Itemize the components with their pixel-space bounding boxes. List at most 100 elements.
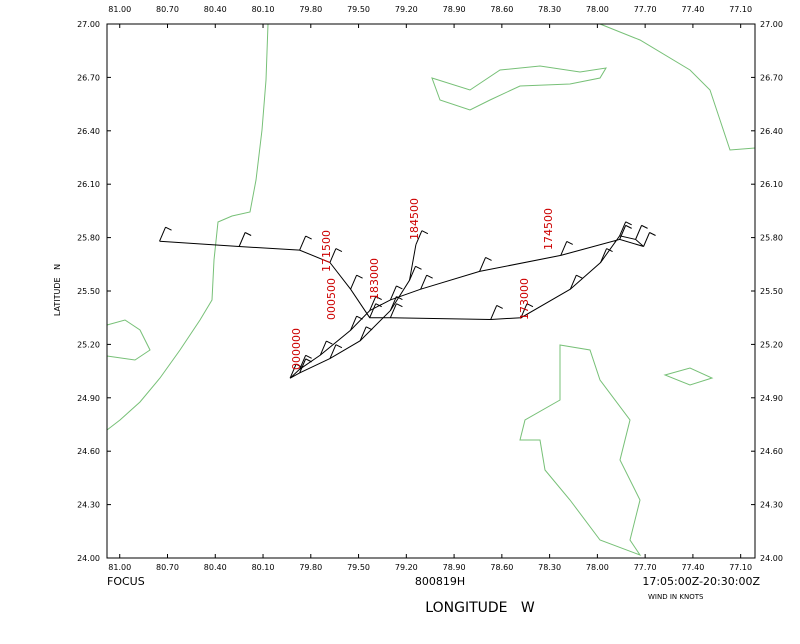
x-tick-label: 79.20 [395, 563, 418, 572]
y-tick-label-right: 27.00 [760, 20, 783, 29]
y-tick-label-right: 25.50 [760, 287, 783, 296]
wind-barb [299, 235, 307, 251]
wind-barb-flag [396, 285, 403, 290]
wind-barb [350, 275, 358, 290]
abaco [599, 23, 756, 151]
x-tick-label: 79.80 [299, 563, 322, 572]
wind-barb [409, 266, 416, 281]
small-island [663, 367, 714, 386]
wind-barb-flag [335, 344, 343, 349]
wind-barb [569, 275, 577, 290]
wind-barb-flag [396, 296, 403, 301]
grand-bahama [431, 65, 607, 111]
x-tick-label-top: 78.60 [490, 5, 513, 14]
wind-barb-flag [305, 358, 312, 363]
wind-barb [369, 296, 377, 311]
wind-barb-flag [426, 274, 433, 279]
y-tick-label: 25.50 [77, 287, 100, 296]
wind-barb-flag [576, 274, 583, 279]
wind-barb [619, 221, 627, 237]
y-tick-label-right: 25.20 [760, 340, 783, 349]
header-left: FOCUS [107, 575, 145, 588]
time-label: 174500 [542, 208, 555, 250]
x-tick-label: 78.30 [538, 563, 561, 572]
wind-barb [350, 315, 358, 331]
x-tick-label-top: 78.00 [586, 5, 609, 14]
coastlines [106, 23, 756, 557]
x-tick-label-top: 79.80 [299, 5, 322, 14]
wind-barb-flag [625, 224, 632, 229]
wind-barb-flag [485, 256, 492, 261]
time-label: 184500 [408, 198, 421, 240]
x-tick-label: 78.60 [490, 563, 513, 572]
wind-barb-flag [526, 303, 534, 308]
y-tick-label: 24.90 [77, 394, 100, 403]
wind-barb-flag [415, 265, 422, 270]
y-tick-label-right: 24.60 [760, 447, 783, 456]
wind-barb-flag [365, 326, 373, 331]
x-tick-label-top: 81.00 [108, 5, 131, 14]
y-tick-label-right: 24.90 [760, 394, 783, 403]
x-tick-label: 77.10 [729, 563, 752, 572]
wind-barb [289, 364, 297, 379]
x-tick-label-top: 78.30 [538, 5, 561, 14]
x-tick-label-top: 78.90 [443, 5, 466, 14]
wind-barb [299, 358, 307, 374]
x-tick-label-top: 80.70 [156, 5, 179, 14]
wind-barb [490, 305, 498, 320]
wind-barb [369, 303, 377, 318]
wind-barb [619, 225, 627, 240]
y-tick-label-right: 26.70 [760, 73, 783, 82]
wind-barb-flag [356, 315, 363, 320]
y-tick-label: 25.20 [77, 340, 100, 349]
wind-barb-flag [356, 274, 363, 279]
wind-barb-flag [326, 340, 333, 345]
wind-barb-flag [305, 354, 312, 359]
wind-barb [479, 257, 487, 272]
y-tick-label: 24.60 [77, 447, 100, 456]
y-tick-label: 27.00 [77, 20, 100, 29]
x-tick-label: 81.00 [108, 563, 131, 572]
x-tick-label-top: 80.10 [252, 5, 275, 14]
wind-barb-flag [606, 248, 613, 252]
wind-barb [159, 226, 167, 242]
time-label: 000500 [325, 278, 338, 320]
wind-barb [389, 303, 397, 318]
x-tick-label: 78.90 [443, 563, 466, 572]
x-tick-label: 78.00 [586, 563, 609, 572]
y-tick-label: 24.00 [77, 554, 100, 563]
wind-barb [238, 232, 246, 247]
wind-barb [600, 248, 608, 263]
wind-barb-flag [649, 232, 656, 236]
y-tick-label-right: 26.40 [760, 127, 783, 136]
x-tick-label-top: 77.40 [681, 5, 704, 14]
wind-barb [420, 275, 428, 290]
x-tick-label-top: 80.40 [204, 5, 227, 14]
x-axis-label: LONGITUDE W [425, 600, 535, 616]
wind-barb-flag [244, 232, 252, 236]
wind-barb [329, 344, 337, 359]
wind-barb-flag [295, 363, 303, 368]
wind-barb [643, 232, 651, 247]
wind-barb [415, 230, 423, 245]
y-axis-label: LATITUDE N [53, 264, 62, 316]
x-tick-label: 80.10 [252, 563, 275, 572]
x-tick-label-top: 79.50 [347, 5, 370, 14]
andros [519, 344, 642, 557]
y-tick-label: 26.10 [77, 180, 100, 189]
wind-barb-flag [566, 240, 573, 245]
y-tick-label: 26.40 [77, 127, 100, 136]
y-tick-label: 25.80 [77, 234, 100, 243]
wind-barb-flag [335, 248, 343, 252]
x-tick-label: 80.40 [204, 563, 227, 572]
wind-barb [359, 326, 367, 342]
wind-barb [560, 241, 568, 256]
wind-barb-flag [421, 230, 429, 235]
y-tick-label: 26.70 [77, 73, 100, 82]
y-tick-label-right: 26.10 [760, 180, 783, 189]
wind-barb [389, 296, 397, 311]
header-right: 17:05:00Z-20:30:00Z [642, 575, 760, 588]
x-tick-label: 80.70 [156, 563, 179, 572]
flight-track [159, 235, 644, 379]
time-label: 173000 [518, 278, 531, 320]
